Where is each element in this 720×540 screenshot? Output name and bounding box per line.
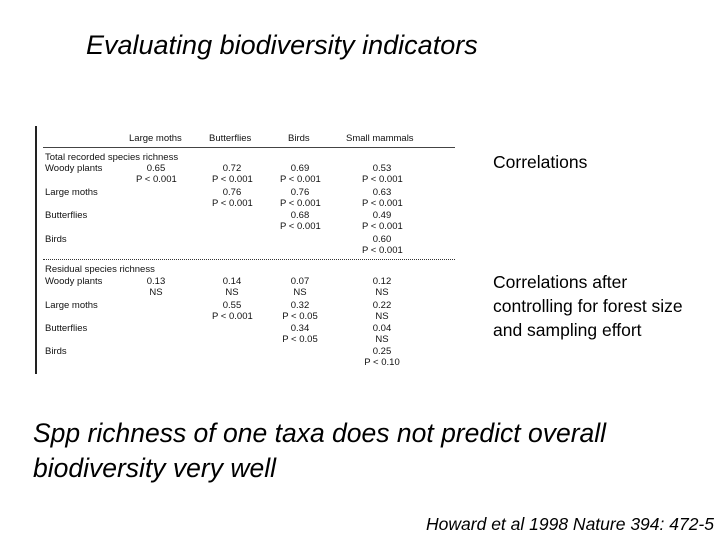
column-header-small-mammals: Small mammals <box>346 133 414 144</box>
header-rule <box>43 147 455 148</box>
column-header-birds: Birds <box>288 133 310 144</box>
table-left-rule <box>35 126 37 374</box>
row-label: Woody plants <box>45 163 103 174</box>
column-header-butterflies: Butterflies <box>209 133 252 144</box>
note-correlations-after: Correlations after controlling for fores… <box>493 272 683 340</box>
table-cell: 0.32 P < 0.05 <box>282 300 318 322</box>
table-cell: 0.72 P < 0.001 <box>212 163 253 185</box>
slide-title: Evaluating biodiversity indicators <box>86 30 478 60</box>
table-cell: 0.69 P < 0.001 <box>280 163 321 185</box>
table-cell: 0.76 P < 0.001 <box>280 187 321 209</box>
row-label: Birds <box>45 346 67 357</box>
row-label: Birds <box>45 234 67 245</box>
table-cell: 0.22 NS <box>372 300 392 322</box>
row-label: Butterflies <box>45 210 88 221</box>
section-title-residual: Residual species richness <box>45 264 155 275</box>
table-cell: 0.07 NS <box>290 276 310 298</box>
column-header-large-moths: Large moths <box>129 133 182 144</box>
table-cell: 0.63 P < 0.001 <box>362 187 403 209</box>
section-divider <box>43 259 455 260</box>
table-cell: 0.12 NS <box>372 276 392 298</box>
table-cell: 0.60 P < 0.001 <box>362 234 403 256</box>
row-label: Large moths <box>45 187 98 198</box>
table-cell: 0.55 P < 0.001 <box>212 300 253 322</box>
section-title-total: Total recorded species richness <box>45 152 179 163</box>
citation: Howard et al 1998 Nature 394: 472-5 <box>426 514 714 534</box>
table-cell: 0.14 NS <box>222 276 242 298</box>
row-label: Woody plants <box>45 276 103 287</box>
table-cell: 0.76 P < 0.001 <box>212 187 253 209</box>
row-label: Butterflies <box>45 323 88 334</box>
table-cell: 0.65 P < 0.001 <box>136 163 177 185</box>
table-cell: 0.49 P < 0.001 <box>362 210 403 232</box>
note-correlations: Correlations <box>493 152 588 172</box>
table-cell: 0.34 P < 0.05 <box>282 323 318 345</box>
table-cell: 0.25 P < 0.10 <box>364 346 400 368</box>
table-cell: 0.04 NS <box>372 323 392 345</box>
row-label: Large moths <box>45 300 98 311</box>
table-cell: 0.68 P < 0.001 <box>280 210 321 232</box>
table-cell: 0.13 NS <box>146 276 166 298</box>
conclusion-text: Spp richness of one taxa does not predic… <box>33 418 607 483</box>
table-cell: 0.53 P < 0.001 <box>362 163 403 185</box>
correlation-table: Large moths Butterflies Birds Small mamm… <box>35 126 455 374</box>
